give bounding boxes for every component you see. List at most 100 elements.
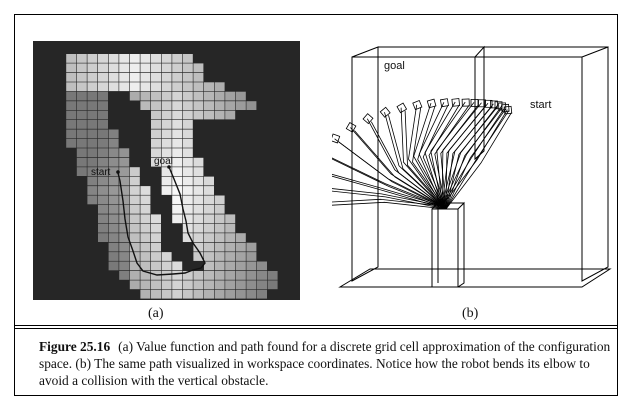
grid-cell [214, 195, 225, 205]
grid-cell [66, 72, 77, 82]
grid-cell [235, 289, 246, 299]
arm-link-edge [404, 110, 447, 210]
grid-cell [204, 271, 214, 280]
grid-cell [246, 289, 257, 299]
grid-cell [161, 252, 172, 261]
grid-cell [172, 167, 183, 176]
grid-cell [172, 63, 183, 73]
grid-cell [172, 195, 183, 205]
grid-cell [204, 223, 214, 233]
grid-cell [214, 233, 225, 242]
arm-link [350, 127, 443, 207]
grid-cell [129, 271, 140, 280]
grid-cell [161, 176, 172, 186]
grid-cell [172, 280, 183, 290]
grid-cell [246, 271, 257, 280]
grid-cell [182, 214, 193, 224]
grid-cell [193, 72, 204, 82]
grid-cell [87, 129, 98, 139]
arm-link-edge [388, 115, 447, 210]
grid-cell [161, 110, 172, 120]
grid-cell [108, 214, 119, 224]
grid-cell [108, 195, 119, 205]
grid-cell [129, 280, 140, 290]
grid-cell [204, 91, 214, 101]
grid-cell [108, 176, 119, 186]
grid-cell [161, 63, 172, 73]
grid-cell [76, 82, 87, 92]
grid-cell [140, 91, 151, 101]
arm-link-edge [445, 108, 507, 210]
grid-cell [161, 271, 172, 280]
grid-cell [193, 101, 204, 110]
grid-cell [98, 233, 108, 242]
arm-link-edge [306, 201, 447, 210]
grid-cell [140, 214, 151, 224]
grid-cell [161, 289, 172, 299]
grid-cell [182, 176, 193, 186]
grid-cell [204, 280, 214, 290]
grid-cell [129, 223, 140, 233]
grid-cell [108, 204, 119, 214]
grid-cell [172, 214, 183, 224]
arm-link-edge [314, 170, 447, 210]
grid-cell [108, 261, 119, 271]
grid-cell [246, 252, 257, 261]
grid-cell [182, 138, 193, 148]
grid-cell [129, 242, 140, 252]
grid-cell [204, 252, 214, 261]
grid-cell [172, 54, 183, 63]
grid-cell [182, 129, 193, 139]
grid-cell [151, 157, 161, 167]
caption-rule-top [14, 325, 618, 326]
grid-cell [204, 261, 214, 271]
grid-cell [193, 186, 204, 195]
grid-cell [140, 82, 151, 92]
grid-cell [66, 129, 77, 139]
grid-cell [161, 186, 172, 195]
grid-cell [182, 148, 193, 158]
grid-cell [87, 110, 98, 120]
grid-cell [182, 233, 193, 242]
grid-cell [76, 63, 87, 73]
grid-cell [129, 72, 140, 82]
grid-cell [151, 223, 161, 233]
grid-cell [76, 167, 87, 176]
grid-cell [246, 280, 257, 290]
grid-cell [182, 54, 193, 63]
grid-cell [193, 204, 204, 214]
grid-cell [193, 63, 204, 73]
grid-cell [151, 63, 161, 73]
grid-cell [119, 195, 130, 205]
grid-cell [98, 148, 108, 158]
grid-cell [161, 280, 172, 290]
grid-cell [98, 214, 108, 224]
grid-cell [108, 242, 119, 252]
grid-cell [246, 242, 257, 252]
grid-cell [66, 138, 77, 148]
grid-cell [182, 63, 193, 73]
arm-link [384, 112, 443, 207]
grid-cell [193, 157, 204, 167]
grid-cell [182, 72, 193, 82]
grid-cell [182, 186, 193, 195]
grid-cell [98, 101, 108, 110]
grid-cell [108, 82, 119, 92]
grid-cell [140, 233, 151, 242]
grid-cell [235, 252, 246, 261]
arm-link [310, 167, 443, 207]
grid-cell [151, 148, 161, 158]
grid-cell [87, 186, 98, 195]
grid-cell [87, 167, 98, 176]
grid-cell [108, 167, 119, 176]
grid-cell [151, 91, 161, 101]
grid-cell [66, 101, 77, 110]
grid-cell [66, 91, 77, 101]
grid-cell [151, 110, 161, 120]
arm-link [320, 152, 443, 207]
grid-cell [193, 214, 204, 224]
grid-cell [129, 167, 140, 176]
grid-cell [193, 242, 204, 252]
grid-cell [182, 204, 193, 214]
grid-cell [225, 214, 236, 224]
